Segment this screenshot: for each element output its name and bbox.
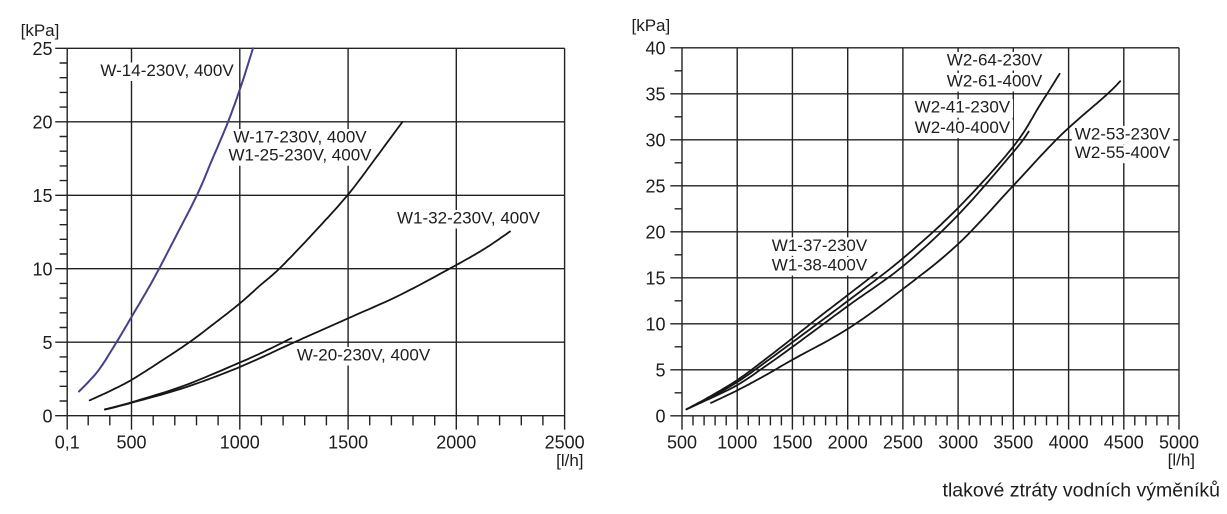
svg-text:35: 35 (645, 84, 665, 104)
svg-text:W1-25-230V, 400V: W1-25-230V, 400V (228, 146, 372, 165)
svg-text:10: 10 (645, 314, 665, 334)
svg-text:W2-61-400V: W2-61-400V (947, 72, 1043, 91)
svg-text:[l/h]: [l/h] (1168, 451, 1195, 470)
svg-text:3500: 3500 (993, 433, 1033, 453)
svg-text:15: 15 (645, 268, 665, 288)
svg-text:W-17-230V, 400V: W-17-230V, 400V (233, 128, 367, 147)
svg-text:W-20-230V, 400V: W-20-230V, 400V (297, 346, 431, 365)
svg-text:tlakové ztráty vodních výměník: tlakové ztráty vodních výměníků (943, 480, 1220, 502)
svg-text:4500: 4500 (1104, 433, 1144, 453)
svg-text:25: 25 (645, 176, 665, 196)
svg-text:W2-64-230V: W2-64-230V (947, 51, 1043, 70)
svg-text:W1-32-230V, 400V: W1-32-230V, 400V (397, 209, 541, 228)
svg-text:40: 40 (645, 38, 665, 58)
svg-text:W-14-230V, 400V: W-14-230V, 400V (100, 61, 234, 80)
svg-text:5: 5 (655, 360, 665, 380)
svg-text:W1-37-230V: W1-37-230V (772, 236, 868, 255)
svg-text:500: 500 (667, 433, 697, 453)
svg-text:2500: 2500 (545, 433, 585, 453)
svg-text:0,1: 0,1 (55, 433, 80, 453)
svg-text:1000: 1000 (717, 433, 757, 453)
svg-text:[kPa]: [kPa] (21, 21, 60, 40)
svg-text:30: 30 (645, 130, 665, 150)
svg-text:5000: 5000 (1159, 433, 1199, 453)
svg-text:[l/h]: [l/h] (556, 451, 583, 470)
svg-text:500: 500 (116, 433, 146, 453)
svg-text:W1-38-400V: W1-38-400V (772, 256, 868, 275)
svg-text:5: 5 (42, 333, 52, 353)
svg-text:2500: 2500 (883, 433, 923, 453)
svg-text:W2-40-400V: W2-40-400V (915, 118, 1011, 137)
svg-text:20: 20 (645, 222, 665, 242)
svg-text:25: 25 (32, 39, 52, 59)
svg-text:2000: 2000 (828, 433, 868, 453)
svg-text:15: 15 (32, 186, 52, 206)
svg-text:W2-55-400V: W2-55-400V (1075, 143, 1171, 162)
svg-text:20: 20 (32, 112, 52, 132)
svg-text:[kPa]: [kPa] (632, 16, 671, 35)
svg-text:3000: 3000 (938, 433, 978, 453)
svg-text:10: 10 (32, 259, 52, 279)
svg-text:0: 0 (655, 406, 665, 426)
svg-text:2000: 2000 (436, 433, 476, 453)
svg-text:W2-53-230V: W2-53-230V (1075, 124, 1171, 143)
svg-text:1500: 1500 (772, 433, 812, 453)
svg-text:1500: 1500 (328, 433, 368, 453)
svg-text:0: 0 (42, 406, 52, 426)
svg-text:W2-41-230V: W2-41-230V (915, 98, 1011, 117)
svg-text:4000: 4000 (1049, 433, 1089, 453)
svg-text:1000: 1000 (220, 433, 260, 453)
